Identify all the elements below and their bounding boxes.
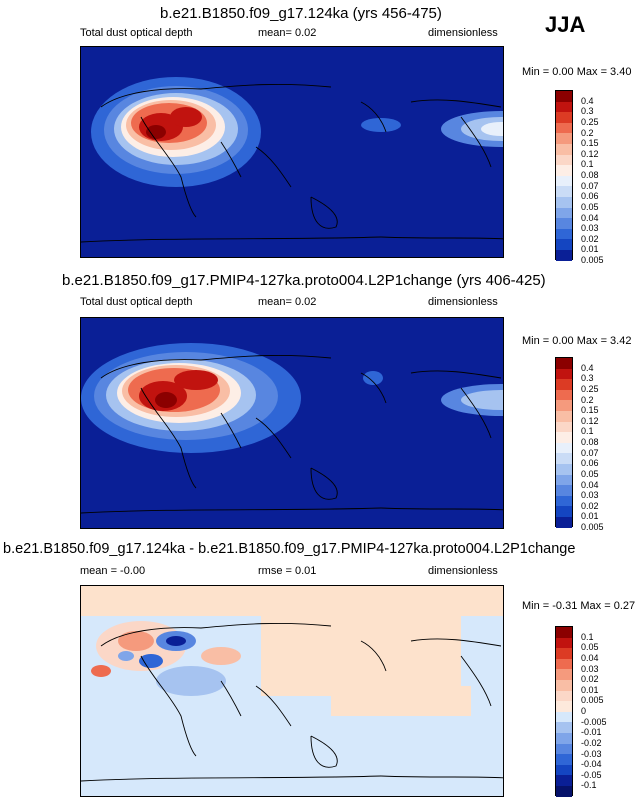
panel2-title: b.e21.B1850.f09_g17.PMIP4-127ka.proto004… [62,272,546,289]
panel3-units-label: dimensionless [428,565,498,577]
dust-contour [170,107,202,127]
panel1-colorbar [555,90,573,261]
dust-contour [481,122,503,136]
panel2-map [80,317,504,529]
colorbar-tick-label: 0.02 [581,674,599,685]
colorbar-tick-label: 0.15 [581,138,599,149]
diff-region [91,665,111,677]
colorbar-tick-label: 0.01 [581,244,599,255]
colorbar-tick-label: -0.02 [581,737,602,748]
colorbar-tick-label: -0.005 [581,716,607,727]
colorbar-tick-label: 0.2 [581,394,594,405]
coastline [81,622,503,782]
colorbar-tick-label: 0.03 [581,490,599,501]
panel2-minmax: Min = 0.00 Max = 3.42 [522,335,632,347]
panel1-title: b.e21.B1850.f09_g17.124ka (yrs 456-475) [160,5,442,22]
panel3-colorbar [555,626,573,797]
panel2-mean-label: mean= 0.02 [258,296,317,308]
colorbar-tick-label: -0.04 [581,759,602,770]
panel3-rmse-label: rmse = 0.01 [258,565,317,577]
colorbar-tick-label: 0.03 [581,223,599,234]
colorbar-tick-label: 0.3 [581,106,594,117]
colorbar-tick-label: 0.12 [581,148,599,159]
coastline [81,354,503,514]
dust-contour [461,390,503,410]
panel1-minmax: Min = 0.00 Max = 3.40 [522,66,632,78]
panel1-map [80,46,504,258]
colorbar-tick-label: 0.04 [581,652,599,663]
colorbar-tick-label: 0.005 [581,522,604,532]
diff-region [118,651,134,661]
colorbar-tick-label: -0.01 [581,727,602,738]
dust-contour [363,371,383,385]
colorbar-tick-label: 0.05 [581,642,599,653]
dust-contour [174,370,218,390]
diff-region [201,647,241,665]
colorbar-tick-label: -0.05 [581,769,602,780]
panel3-minmax: Min = -0.31 Max = 0.27 [522,600,636,612]
colorbar-tick-label: 0.03 [581,663,599,674]
colorbar-tick-label: -0.1 [581,780,597,791]
colorbar-tick-label: 0.2 [581,127,594,138]
colorbar-tick-label: 0 [581,706,587,716]
panel1-variable-label: Total dust optical depth [80,27,193,39]
diff-region [166,636,186,646]
panel1-units-label: dimensionless [428,27,498,39]
panel3-map [80,585,504,797]
colorbar-tick-label: 0.25 [581,116,599,127]
diff-region [156,666,226,696]
colorbar-tick-label: 0.02 [581,500,599,511]
colorbar-tick-label: 0.1 [581,159,594,170]
colorbar-tick-label: 0.01 [581,684,599,695]
colorbar-tick-label: 0.06 [581,191,599,202]
panel2-units-label: dimensionless [428,296,498,308]
colorbar-tick-label: 0.25 [581,383,599,394]
season-label: JJA [545,12,586,37]
colorbar-tick-label: -0.03 [581,748,602,759]
colorbar-tick-label: 0.4 [581,362,594,373]
panel2-colorbar [555,357,573,528]
diff-region [139,654,163,668]
panel2-variable-label: Total dust optical depth [80,296,193,308]
dust-contour [361,118,401,132]
panel1-mean-label: mean= 0.02 [258,27,317,39]
colorbar-tick-label: 0.07 [581,180,599,191]
colorbar-tick-label: 0.01 [581,511,599,522]
colorbar-tick-label: 0.04 [581,212,599,223]
colorbar-tick-label: 0.1 [581,426,594,437]
colorbar-tick-label: 0.4 [581,95,594,106]
panel3-mean-label: mean = -0.00 [80,565,146,577]
colorbar-tick-label: 0.08 [581,437,599,447]
colorbar-tick-label: 0.05 [581,468,599,479]
colorbar-tick-label: 0.005 [581,695,604,706]
colorbar-tick-label: 0.02 [581,233,599,244]
diff-region [261,606,461,696]
colorbar-tick-label: 0.08 [581,170,599,180]
colorbar-tick-label: 0.05 [581,201,599,212]
dust-contour [155,392,177,408]
colorbar-tick-label: 0.3 [581,373,594,384]
panel3-title: b.e21.B1850.f09_g17.124ka - b.e21.B1850.… [3,541,576,557]
colorbar-tick-label: 0.005 [581,255,604,265]
colorbar-tick-label: 0.07 [581,447,599,458]
colorbar-tick-label: 0.1 [581,631,594,642]
colorbar-tick-label: 0.12 [581,415,599,426]
colorbar-tick-label: 0.04 [581,479,599,490]
coastline [81,83,503,243]
colorbar-tick-label: 0.15 [581,405,599,416]
dust-contour [146,125,166,139]
colorbar-tick-label: 0.06 [581,458,599,469]
diff-region [118,631,154,651]
diff-region [331,686,471,716]
